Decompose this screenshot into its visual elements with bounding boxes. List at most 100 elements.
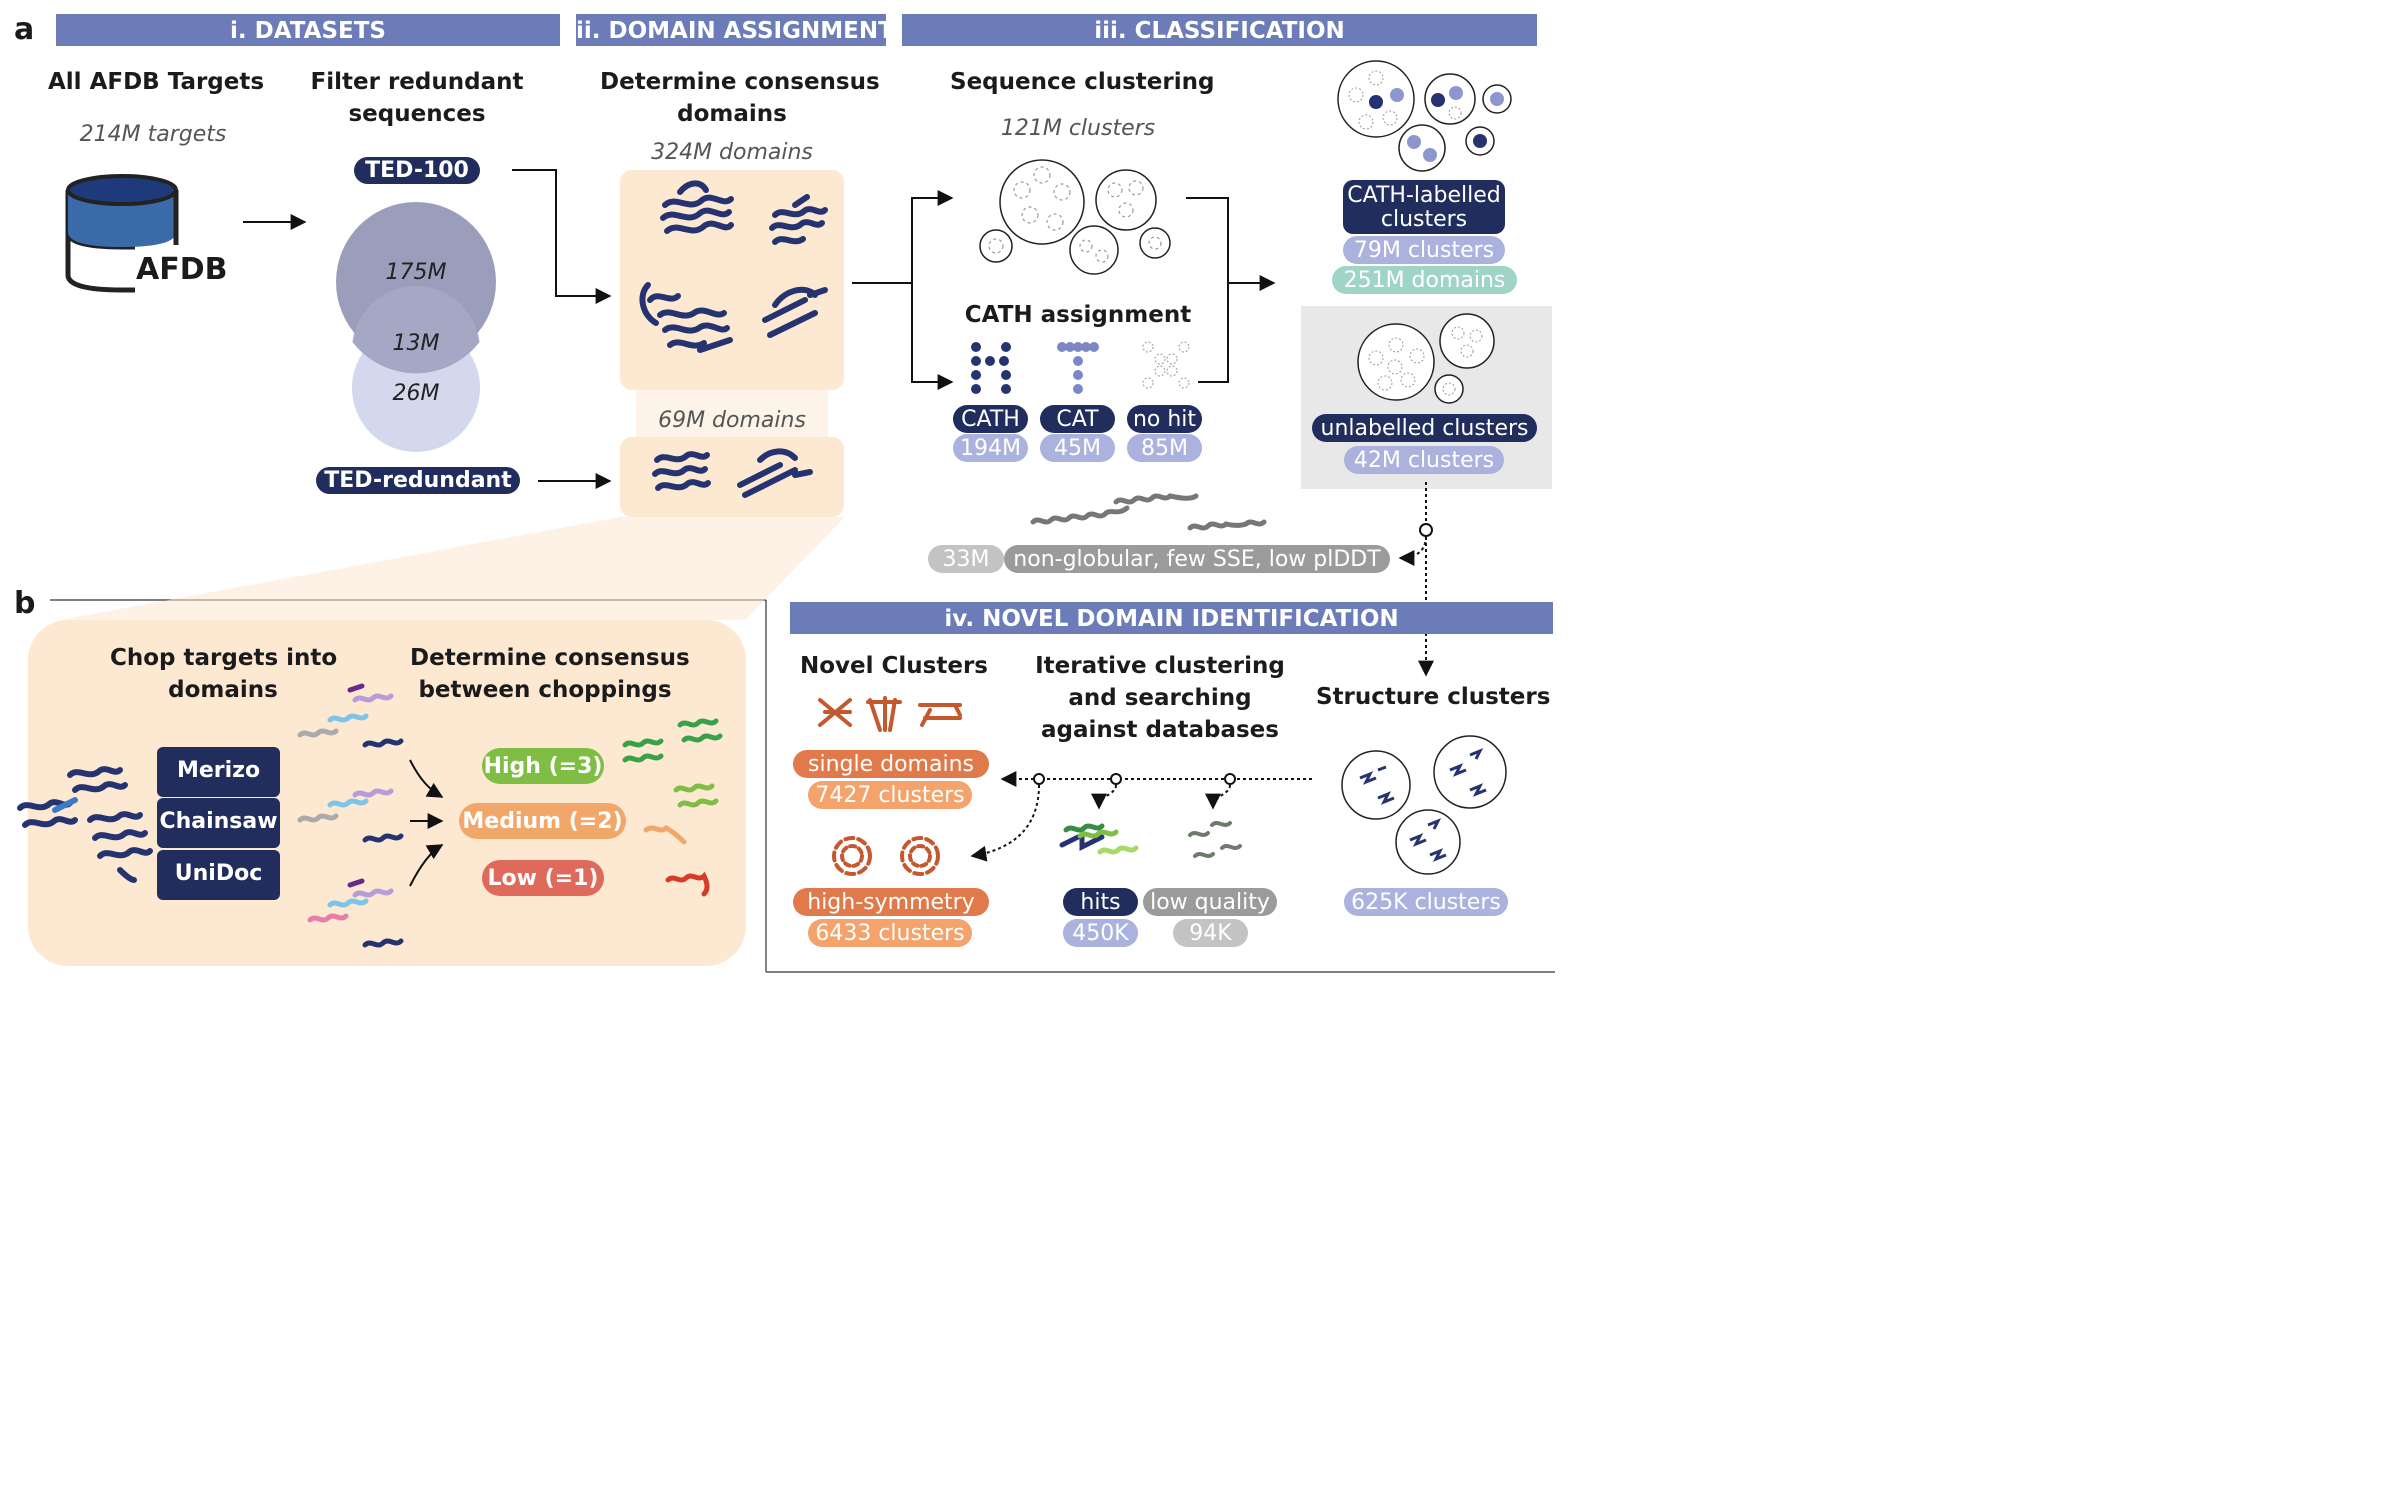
non-globular-structures — [1030, 493, 1267, 531]
cath-labelled-pill: CATH-labelled clusters — [1343, 180, 1505, 234]
header-classification: iii. CLASSIFICATION — [902, 14, 1537, 46]
venn-overlap-value: 13M — [392, 331, 440, 356]
novel-symmetry-structures — [832, 836, 940, 876]
domain-structures-bottom — [652, 448, 813, 498]
arrow-to-high-symmetry — [970, 784, 1040, 862]
cath-pill: CATH — [953, 405, 1028, 433]
high-symmetry-pill: high-symmetry — [793, 888, 989, 916]
header-datasets: i. DATASETS — [56, 14, 560, 46]
labelled-domains-pill: 251M domains — [1332, 266, 1517, 294]
structure-clusters-title: Structure clusters — [1316, 684, 1551, 710]
hits-pill: hits — [1063, 888, 1138, 916]
labelled-clusters-pill: 79M clusters — [1343, 236, 1505, 264]
node-lowq — [1224, 773, 1236, 785]
non-globular-count-pill: 33M — [928, 545, 1004, 573]
domains-69m-box — [620, 437, 844, 517]
chopping-merizo — [297, 683, 404, 748]
all-targets-title: All AFDB Targets — [48, 69, 265, 95]
no-hit-icon — [1142, 341, 1190, 389]
non-globular-pill: non-globular, few SSE, low plDDT — [1004, 545, 1390, 573]
header-domain-assignment: ii. DOMAIN ASSIGNMENT — [576, 14, 894, 46]
cath-hit-icon — [971, 342, 1011, 394]
domains-connector — [636, 390, 828, 438]
consensus-domains-title-line1: Determine consensus — [600, 69, 880, 95]
consensus-low-pill: Low (=1) — [482, 860, 604, 896]
chop-title-line1: Chop targets into — [110, 645, 338, 671]
low-quality-count-pill: 94K — [1173, 919, 1248, 947]
sequence-clustering-title: Sequence clustering — [950, 69, 1215, 95]
zoom-funnel — [60, 517, 845, 620]
low-quality-structures — [1188, 821, 1242, 858]
ted100-pill: TED-100 — [354, 157, 480, 184]
node-novel — [1033, 773, 1045, 785]
consensus-choppings-line2: between choppings — [418, 677, 672, 703]
low-quality-pill: low quality — [1143, 888, 1277, 916]
cat-hit-icon — [1057, 342, 1099, 394]
afdb-database-icon — [65, 174, 179, 293]
afdb-label: AFDB — [136, 252, 228, 287]
panel-label-a: a — [14, 12, 35, 47]
hits-structures — [1059, 823, 1139, 855]
cath-assignment-title: CATH assignment — [964, 302, 1192, 328]
header-novel-identification: iv. NOVEL DOMAIN IDENTIFICATION — [790, 602, 1553, 634]
arrow-to-nonglobular — [1398, 535, 1427, 566]
chainsaw-box: Chainsaw — [157, 798, 280, 848]
targets-count: 214M targets — [79, 122, 227, 147]
cath-labelled-line2: clusters — [1380, 207, 1468, 232]
domains-69m-count: 69M domains — [658, 408, 806, 433]
chopping-unidoc — [307, 878, 404, 948]
no-hit-count-pill: 85M — [1127, 434, 1202, 462]
unidoc-box: UniDoc — [157, 850, 280, 900]
domains-324m-count: 324M domains — [651, 140, 813, 165]
high-symmetry-count-pill: 6433 clusters — [808, 919, 972, 947]
arrow-to-seq-clustering — [911, 190, 954, 283]
arrow-to-low-quality — [1205, 784, 1231, 810]
novel-clusters-title: Novel Clusters — [800, 653, 988, 679]
venn-top-value: 175M — [385, 260, 447, 285]
merge-line — [1186, 197, 1229, 383]
consensus-output-structures — [622, 718, 723, 897]
filter-title-line2: sequences — [348, 101, 486, 127]
consensus-domains-title-line2: domains — [677, 101, 787, 127]
full-chain-structure — [17, 766, 153, 883]
cath-labelled-cluster-icon — [1337, 60, 1512, 172]
chopping-chainsaw — [297, 788, 404, 843]
unlabelled-cluster-icon — [1357, 313, 1495, 404]
structure-cluster-icon — [1341, 735, 1507, 875]
unlabelled-clusters-pill: unlabelled clusters — [1312, 414, 1537, 442]
novel-single-structures — [818, 696, 962, 732]
arrow-ted100-to-domains — [512, 169, 612, 304]
consensus-medium-pill: Medium (=2) — [459, 803, 626, 839]
consensus-high-pill: High (=3) — [482, 748, 604, 784]
venn-bottom-value: 26M — [392, 381, 440, 406]
structure-clusters-count-pill: 625K clusters — [1344, 888, 1508, 916]
iterative-title-line2: and searching — [1068, 685, 1252, 711]
ted-redundant-pill: TED-redundant — [316, 467, 520, 494]
single-domains-pill: single domains — [793, 750, 989, 778]
arrow-unidoc-to-consensus — [409, 844, 444, 887]
domains-324m-box — [620, 170, 844, 390]
venn-overlap — [352, 285, 480, 374]
consensus-choppings-line1: Determine consensus — [410, 645, 690, 671]
iterative-title-line3: against databases — [1041, 717, 1279, 743]
single-domains-count-pill: 7427 clusters — [808, 781, 972, 809]
panel-label-b: b — [14, 586, 36, 621]
no-hit-pill: no hit — [1127, 405, 1202, 433]
branch-node — [1419, 523, 1433, 537]
merizo-box: Merizo — [157, 747, 280, 797]
cath-count-pill: 194M — [953, 434, 1028, 462]
domain-structures-top — [639, 180, 828, 353]
arrow-to-cath — [911, 283, 954, 390]
cat-count-pill: 45M — [1040, 434, 1115, 462]
seq-cluster-circles — [979, 159, 1171, 275]
hits-count-pill: 450K — [1063, 919, 1138, 947]
arrow-to-hits — [1091, 784, 1117, 810]
chop-title-line2: domains — [168, 677, 278, 703]
node-hits — [1110, 773, 1122, 785]
filter-title-line1: Filter redundant — [310, 69, 524, 95]
arrow-merizo-to-consensus — [409, 759, 444, 798]
seq-cluster-members — [988, 166, 1162, 263]
iterative-title-line1: Iterative clustering — [1035, 653, 1285, 679]
cath-labelled-line1: CATH-labelled — [1347, 183, 1501, 208]
seq-cluster-count: 121M clusters — [1000, 116, 1156, 141]
